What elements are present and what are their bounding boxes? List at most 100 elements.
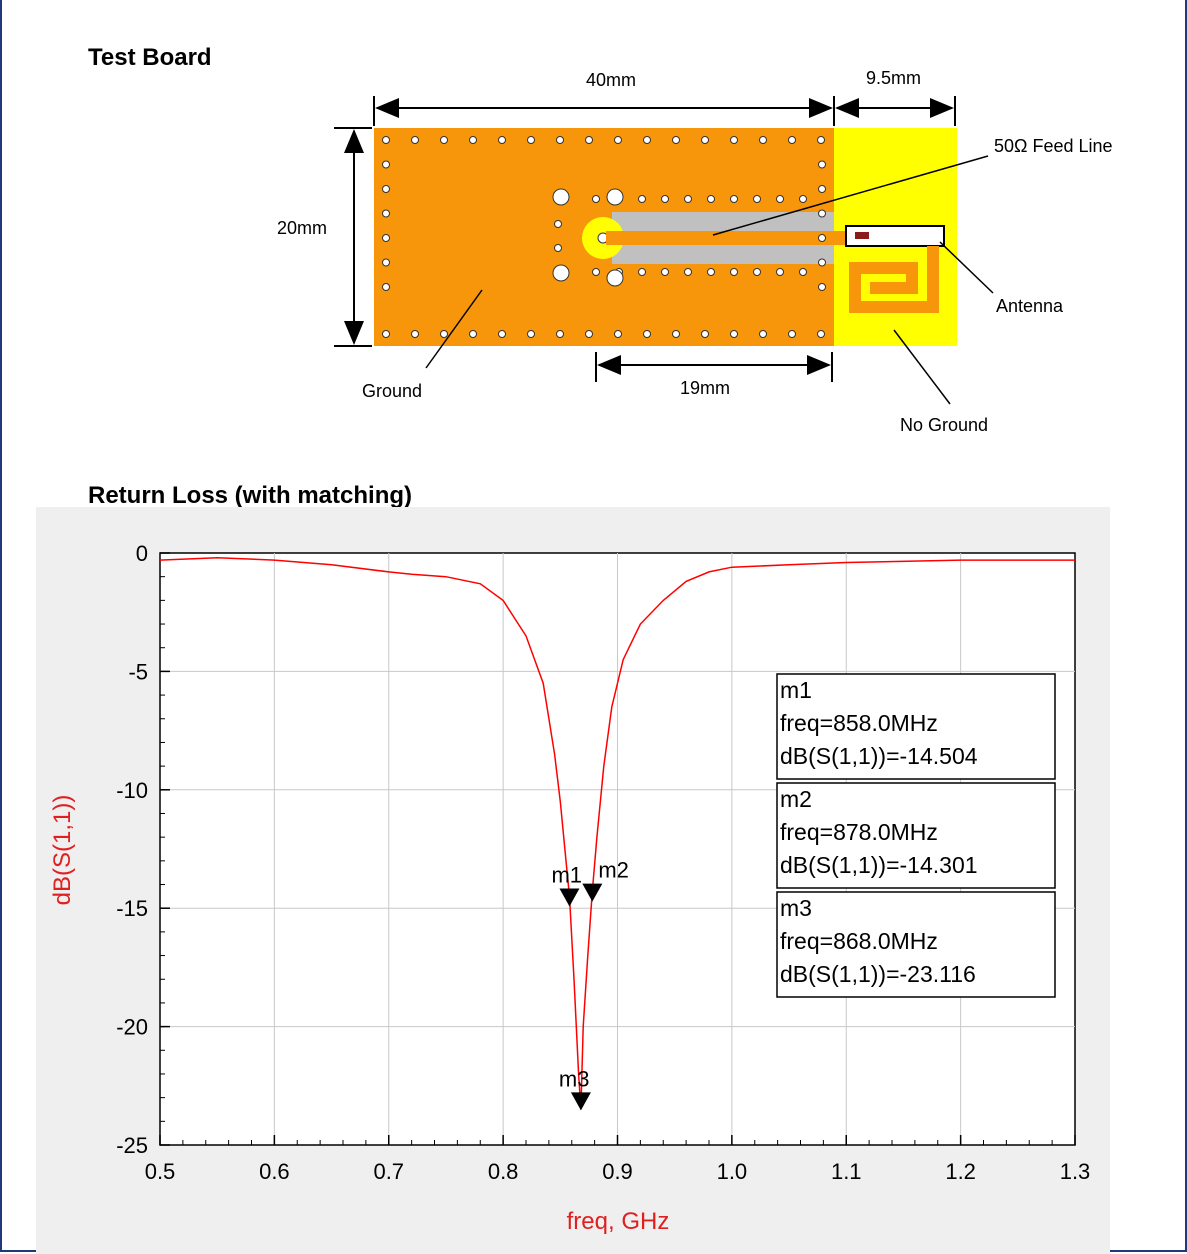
- via-hole: [818, 209, 826, 218]
- via-hole: [498, 330, 506, 338]
- dim-9-5mm: 9.5mm: [866, 68, 921, 88]
- marker-readout-m3-line: freq=868.0MHz: [780, 928, 938, 954]
- via-hole: [643, 330, 651, 338]
- label-ground: Ground: [362, 381, 422, 401]
- via-hole: [411, 136, 419, 144]
- via-hole: [672, 330, 680, 338]
- via-hole: [614, 330, 622, 338]
- marker-m3-label: m3: [559, 1066, 590, 1091]
- via-hole: [776, 195, 784, 203]
- chart-panel: 0.5 0.6 0.7 0.8 0.9 1.0 1.1 1.2 1.3 0 -5 -10 -15 -20…: [36, 507, 1110, 1254]
- via-hole: [730, 136, 738, 144]
- axis-ticks: [159, 552, 1076, 1146]
- marker-readout-m1-line: dB(S(1,1))=-14.504: [780, 743, 978, 769]
- via-hole: [672, 136, 680, 144]
- dim-20mm: 20mm: [277, 218, 327, 238]
- dim-19mm: 19mm: [680, 378, 730, 398]
- via-hole: [469, 330, 477, 338]
- y-tick-labels: 0 -5 -10 -15 -20 -25: [116, 541, 148, 1158]
- via-hole: [554, 220, 562, 228]
- y-tick-label: -20: [116, 1015, 148, 1040]
- via-hole: [585, 136, 593, 144]
- dim-40mm: 40mm: [586, 70, 636, 90]
- marker-m1-icon: [559, 888, 580, 907]
- via-hole: [382, 185, 390, 193]
- via-hole: [382, 234, 390, 242]
- via-hole: [730, 268, 738, 276]
- via-hole: [382, 160, 390, 169]
- via-hole: [788, 330, 796, 338]
- markers: m1 m2 m3: [551, 858, 629, 1111]
- via-hole: [818, 258, 826, 267]
- x-tick-label: 0.5: [145, 1159, 176, 1184]
- x-tick-label: 0.8: [488, 1159, 519, 1184]
- via-hole: [592, 268, 600, 276]
- marker-readout-m2-line: freq=878.0MHz: [780, 819, 938, 845]
- via-hole: [701, 330, 709, 338]
- via-hole: [661, 195, 669, 203]
- via-hole: [799, 195, 807, 203]
- x-tick-labels: 0.5 0.6 0.7 0.8 0.9 1.0 1.1 1.2 1.3: [145, 1159, 1091, 1184]
- feed-gap-top: [612, 212, 834, 231]
- marker-readouts: m1 freq=858.0MHz dB(S(1,1))=-14.504 m2 freq=…: [776, 673, 1056, 998]
- via-hole: [382, 258, 390, 267]
- via-hole: [661, 268, 669, 276]
- y-tick-label: -15: [116, 896, 148, 921]
- y-tick-label: 0: [136, 541, 148, 566]
- via-hole: [753, 268, 761, 276]
- via-hole: [638, 268, 646, 276]
- via-hole: [818, 160, 826, 169]
- via-hole: [788, 136, 796, 144]
- via-hole: [606, 269, 624, 287]
- board-title: Test Board: [88, 44, 212, 71]
- via-hole: [776, 268, 784, 276]
- marker-readout-m1: [776, 673, 1056, 780]
- antenna-spiral: [849, 246, 939, 313]
- via-hole: [818, 283, 826, 291]
- via-hole: [638, 195, 646, 203]
- x-tick-label: 1.1: [831, 1159, 862, 1184]
- via-hole: [382, 209, 390, 218]
- label-feed-line: 50Ω Feed Line: [994, 136, 1113, 156]
- via-hole: [527, 136, 535, 144]
- label-antenna: Antenna: [996, 296, 1064, 316]
- via-hole: [585, 330, 593, 338]
- via-hole: [552, 188, 570, 206]
- feed-gap-bottom: [612, 245, 834, 264]
- via-hole: [382, 136, 390, 144]
- x-tick-label: 1.0: [717, 1159, 748, 1184]
- via-hole: [759, 330, 767, 338]
- via-hole: [606, 188, 624, 206]
- via-hole: [556, 136, 564, 144]
- marker-readout-m3-line: dB(S(1,1))=-23.116: [780, 961, 976, 987]
- x-axis-label: freq, GHz: [567, 1208, 670, 1235]
- y-tick-label: -25: [116, 1133, 148, 1158]
- via-hole: [643, 136, 651, 144]
- marker-m1-label: m1: [551, 862, 582, 887]
- marker-readout-m1-line: freq=858.0MHz: [780, 710, 938, 736]
- via-hole: [554, 244, 562, 252]
- label-no-ground: No Ground: [900, 415, 988, 435]
- marker-m3-icon: [570, 1092, 591, 1111]
- via-hole: [411, 330, 419, 338]
- via-hole: [817, 136, 825, 144]
- via-hole: [382, 283, 390, 291]
- via-hole: [440, 330, 448, 338]
- via-hole: [684, 195, 692, 203]
- antenna-chip: [845, 225, 945, 247]
- via-hole: [527, 330, 535, 338]
- via-hole: [799, 268, 807, 276]
- via-hole: [592, 195, 600, 203]
- x-tick-label: 0.7: [373, 1159, 404, 1184]
- via-holes: [382, 136, 826, 338]
- via-hole: [707, 195, 715, 203]
- y-axis-label: dB(S(1,1)): [49, 795, 76, 906]
- via-hole: [552, 264, 570, 282]
- via-hole: [701, 136, 709, 144]
- via-hole: [556, 330, 564, 338]
- via-hole: [614, 136, 622, 144]
- marker-m2-label: m2: [598, 858, 629, 883]
- via-hole: [469, 136, 477, 144]
- test-board-diagram: 40mm 9.5mm 20mm 19mm 50Ω Feed Line Anten…: [277, 68, 1113, 435]
- marker-m2-icon: [582, 883, 603, 902]
